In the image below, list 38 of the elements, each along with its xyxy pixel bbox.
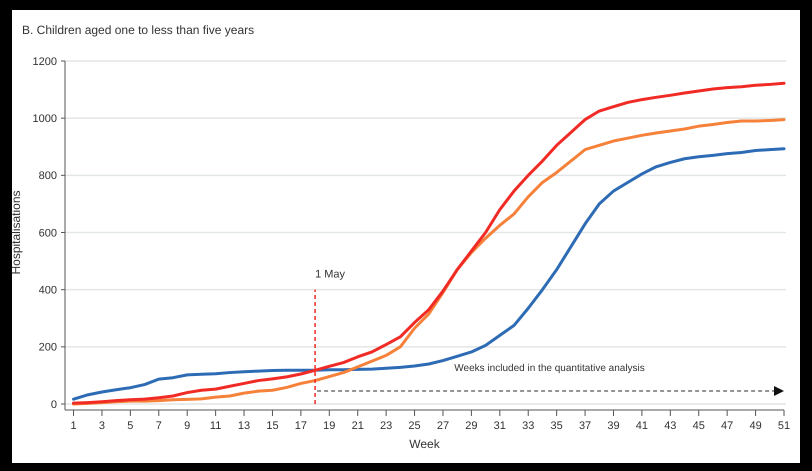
x-tick-label: 21 bbox=[352, 420, 364, 432]
x-tick-label: 51 bbox=[778, 420, 790, 432]
y-tick-label: 400 bbox=[38, 284, 57, 297]
x-tick-label: 11 bbox=[210, 420, 222, 432]
y-tick-label: 1000 bbox=[32, 113, 57, 126]
x-tick-label: 45 bbox=[692, 420, 705, 432]
x-tick-label: 13 bbox=[238, 420, 250, 432]
x-tick-label: 25 bbox=[408, 420, 421, 432]
x-tick-label: 27 bbox=[436, 420, 450, 432]
chart-title: B. Children aged one to less than five years bbox=[22, 23, 254, 37]
y-tick-label: 200 bbox=[38, 342, 57, 354]
x-tick-label: 1 bbox=[70, 420, 77, 432]
x-tick-label: 33 bbox=[522, 420, 534, 432]
x-tick-label: 17 bbox=[294, 420, 307, 432]
x-tick-label: 37 bbox=[578, 420, 592, 432]
y-tick-label: 1200 bbox=[32, 56, 57, 68]
y-tick-label: 0 bbox=[50, 398, 57, 411]
x-tick-label: 43 bbox=[664, 420, 676, 432]
x-tick-label: 15 bbox=[266, 420, 279, 432]
x-tick-label: 47 bbox=[721, 420, 734, 432]
x-tick-label: 35 bbox=[550, 420, 563, 432]
x-tick-label: 41 bbox=[636, 420, 648, 432]
x-tick-label: 3 bbox=[98, 420, 106, 432]
x-tick-label: 49 bbox=[749, 420, 762, 432]
x-tick-label: 19 bbox=[323, 420, 336, 432]
x-tick-label: 7 bbox=[156, 420, 162, 432]
y-tick-label: 800 bbox=[38, 170, 57, 182]
x-tick-label: 5 bbox=[127, 420, 134, 432]
y-tick-label: 600 bbox=[38, 227, 57, 240]
x-tick-label: 31 bbox=[494, 420, 506, 432]
x-tick-label: 39 bbox=[607, 420, 620, 432]
y-axis-title: Hospitalisations bbox=[9, 190, 23, 275]
x-tick-label: 29 bbox=[465, 420, 478, 432]
ref-line-label: 1 May bbox=[315, 268, 346, 281]
x-tick-label: 9 bbox=[184, 420, 190, 432]
x-tick-label: 23 bbox=[380, 420, 392, 432]
annotation: Weeks included in the quantitative analysis bbox=[454, 363, 645, 374]
x-axis-title: Week bbox=[409, 437, 441, 451]
